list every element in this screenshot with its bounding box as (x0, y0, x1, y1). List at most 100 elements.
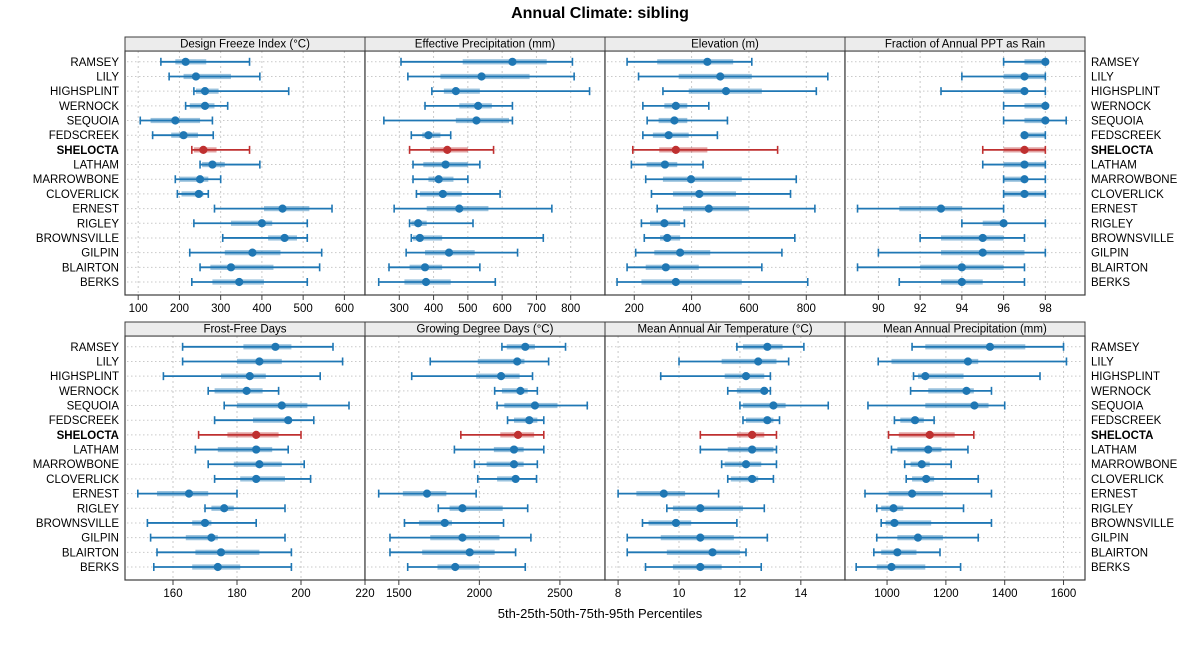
median-dot (458, 504, 467, 513)
median-dot (516, 386, 525, 395)
axis-tick-label: 14 (794, 588, 807, 600)
percentile-row (961, 219, 1047, 228)
median-dot (511, 474, 520, 484)
percentile-row (405, 248, 519, 257)
percentile-row (412, 160, 481, 169)
median-dot (921, 372, 930, 381)
percentile-row (406, 562, 527, 572)
axis-tick-label: 1500 (386, 588, 412, 600)
iqr-bar (1003, 88, 1025, 94)
percentile-row (739, 401, 830, 410)
percentile-row (151, 131, 215, 140)
percentile-row (191, 145, 251, 154)
chart-title: Annual Climate: sibling (511, 5, 689, 22)
site-label-left: LILY (96, 71, 119, 83)
percentile-row (666, 504, 766, 513)
percentile-row (720, 460, 778, 469)
percentile-row (911, 342, 1065, 351)
median-dot (497, 372, 506, 381)
median-dot (1020, 87, 1029, 96)
percentile-row (981, 160, 1047, 169)
percentile-row (393, 204, 553, 213)
median-dot (443, 145, 452, 154)
median-dot (889, 504, 898, 513)
median-dot (708, 548, 717, 557)
median-dot (424, 131, 433, 140)
median-dot (458, 533, 467, 542)
iqr-bar (928, 388, 974, 394)
percentile-row (207, 460, 306, 469)
iqr-bar (449, 505, 503, 511)
median-dot (686, 175, 696, 184)
percentile-row (626, 548, 747, 557)
median-dot (671, 145, 680, 154)
site-label-right: WERNOCK (1091, 386, 1151, 398)
site-label-right: LILY (1091, 356, 1114, 368)
median-dot (451, 562, 460, 572)
panel-strip-title: Elevation (m) (691, 39, 759, 51)
percentile-row (400, 57, 574, 66)
median-dot (440, 518, 449, 528)
percentile-row (875, 533, 980, 542)
site-label-right: SEQUOIA (1091, 401, 1144, 413)
axis-tick-label: 96 (997, 303, 1010, 315)
axis-tick-label: 300 (390, 303, 409, 315)
axis-tick-label: 600 (493, 303, 512, 315)
site-label-right: BLAIRTON (1091, 262, 1148, 274)
median-dot (1020, 145, 1029, 154)
median-dot (696, 533, 705, 542)
percentile-row (431, 87, 591, 96)
percentile-row (1002, 57, 1050, 66)
percentile-row (146, 518, 258, 528)
median-dot (513, 357, 522, 366)
percentile-row (898, 277, 1026, 287)
median-dot (414, 219, 423, 228)
percentile-row (662, 87, 818, 96)
median-dot (1020, 72, 1029, 81)
iqr-bar (477, 358, 525, 365)
median-dot (179, 131, 188, 140)
median-dot (660, 219, 669, 228)
median-dot (716, 72, 725, 81)
median-dot (769, 401, 778, 410)
median-dot (213, 562, 222, 572)
percentile-row (191, 277, 309, 287)
iqr-bar (210, 264, 274, 270)
site-label-left: LATHAM (73, 160, 119, 172)
site-label-right: CLOVERLICK (1091, 474, 1164, 486)
median-dot (664, 131, 673, 140)
percentile-row (410, 131, 452, 140)
median-dot (257, 219, 267, 228)
site-label-left: GILPIN (81, 533, 119, 545)
percentiles-caption: 5th-25th-50th-75th-95th Percentiles (497, 606, 703, 621)
axis-tick-label: 400 (252, 303, 271, 315)
percentile-row (919, 233, 1026, 243)
percentile-row (890, 445, 969, 454)
iqr-bar (891, 358, 979, 365)
iqr-bar (497, 476, 519, 482)
site-label-left: WERNOCK (59, 386, 119, 398)
iqr-bar (730, 476, 759, 482)
percentile-row (736, 342, 805, 351)
median-dot (671, 277, 680, 287)
percentile-row (644, 175, 798, 184)
median-dot (255, 357, 264, 366)
iqr-bar (885, 520, 932, 526)
panel-area (845, 51, 1085, 295)
percentile-row (221, 233, 309, 243)
iqr-bar (648, 520, 692, 526)
median-dot (207, 533, 216, 542)
percentile-row (726, 474, 775, 484)
site-label-left: RIGLEY (77, 503, 120, 515)
median-dot (917, 460, 926, 469)
median-dot (444, 248, 454, 257)
iqr-bar (645, 264, 699, 270)
percentile-row (644, 562, 763, 572)
iqr-bar (672, 505, 743, 511)
site-label-right: SHELOCTA (1091, 145, 1153, 157)
site-label-left: HIGHSPLINT (50, 86, 119, 98)
site-label-left: BLAIRTON (62, 547, 119, 559)
median-dot (748, 445, 757, 454)
site-label-left: RAMSEY (70, 57, 119, 69)
iqr-bar (925, 402, 989, 409)
